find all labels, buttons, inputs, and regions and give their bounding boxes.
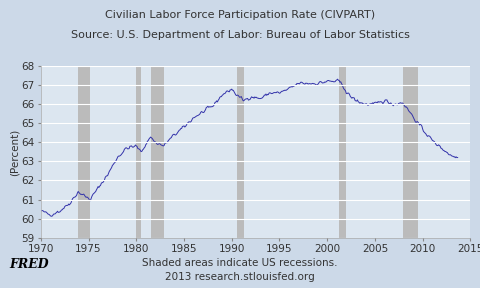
Bar	[403, 66, 418, 238]
Bar	[237, 66, 244, 238]
Text: Civilian Labor Force Participation Rate (CIVPART): Civilian Labor Force Participation Rate …	[105, 10, 375, 20]
Y-axis label: (Percent): (Percent)	[10, 128, 20, 176]
Text: 2013 research.stlouisfed.org: 2013 research.stlouisfed.org	[165, 272, 315, 282]
Text: Source: U.S. Department of Labor: Bureau of Labor Statistics: Source: U.S. Department of Labor: Bureau…	[71, 30, 409, 40]
Bar	[136, 66, 141, 238]
Text: Shaded areas indicate US recessions.: Shaded areas indicate US recessions.	[142, 258, 338, 268]
Bar	[339, 66, 346, 238]
Bar	[78, 66, 90, 238]
Bar	[151, 66, 164, 238]
Text: FRED: FRED	[10, 258, 49, 271]
